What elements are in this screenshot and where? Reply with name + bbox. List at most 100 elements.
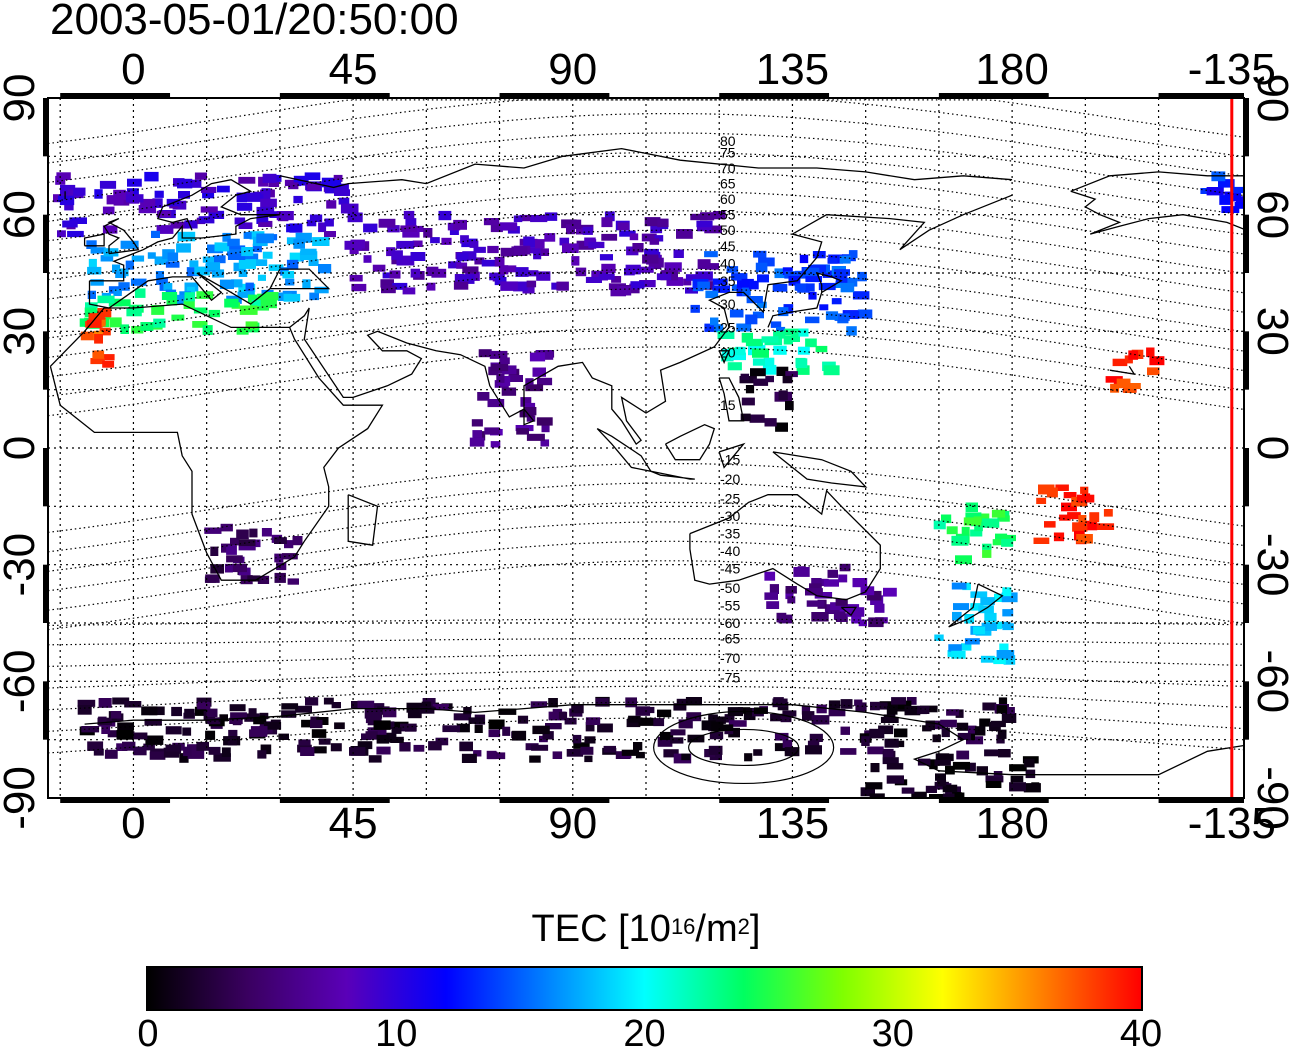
tec-cell <box>187 179 202 188</box>
tec-cell <box>207 717 221 725</box>
tec-cell <box>391 250 403 260</box>
coastline <box>64 191 66 200</box>
tec-cell <box>720 724 734 731</box>
tec-cell <box>257 575 270 584</box>
tec-cell <box>364 708 383 719</box>
tec-cell <box>764 418 777 427</box>
tec-cell <box>784 747 800 757</box>
tec-cell <box>491 364 509 372</box>
tec-cell <box>282 270 295 279</box>
tec-cell <box>713 211 726 220</box>
x-tick-bar <box>499 798 610 803</box>
tec-cell <box>990 720 1006 728</box>
tec-cell <box>104 749 118 759</box>
tec-cell <box>183 746 192 757</box>
tec-cell <box>118 282 130 291</box>
tec-region <box>933 502 1016 565</box>
colorbar-tick-label: 40 <box>1119 1013 1163 1055</box>
tec-cell <box>825 311 839 320</box>
tec-cell <box>515 425 534 432</box>
tec-cell <box>963 517 982 526</box>
tec-cell <box>544 212 558 221</box>
tec-cell <box>268 264 284 271</box>
x-tick-bar <box>60 798 171 803</box>
tec-cell <box>99 180 117 189</box>
x-axis-label-bottom: -135 <box>1188 799 1276 848</box>
tec-cell <box>584 755 593 763</box>
tec-cell <box>934 634 944 641</box>
tec-cell <box>144 171 159 182</box>
coastline <box>772 451 868 488</box>
tec-cell <box>226 555 243 563</box>
tec-cell <box>845 311 860 320</box>
tec-cell <box>98 698 112 708</box>
tec-cell <box>87 290 96 299</box>
tec-cell <box>87 741 104 751</box>
tec-cell <box>261 188 271 195</box>
colorbar <box>146 966 1143 1011</box>
tec-cell <box>318 264 332 274</box>
tec-cell <box>711 721 724 732</box>
tec-cell <box>94 334 103 344</box>
tec-cell <box>396 240 414 249</box>
tec-cell <box>633 742 643 751</box>
tec-cell <box>192 321 208 328</box>
tec-cell <box>161 292 178 300</box>
tec-cell <box>236 192 247 203</box>
tec-cell <box>144 718 162 726</box>
tec-cell <box>149 751 166 760</box>
tec-cell <box>208 309 221 318</box>
contour-label: -75 <box>720 669 740 685</box>
tec-cell <box>145 735 164 745</box>
tec-cell <box>1002 587 1012 597</box>
tec-cell <box>952 792 962 798</box>
tec-cell <box>313 746 327 754</box>
tec-cell <box>805 745 822 755</box>
tec-cell <box>1010 775 1024 783</box>
tec-cell <box>530 215 548 223</box>
x-tick-bar <box>279 798 390 803</box>
contour-label: 70 <box>720 160 736 176</box>
tec-cell <box>92 350 105 359</box>
tec-cell <box>982 549 992 558</box>
x-axis-label-bottom: 45 <box>329 799 378 848</box>
tec-cell <box>473 246 486 253</box>
tec-cell <box>131 255 145 262</box>
tec-cell <box>459 274 475 284</box>
mag-lat-contour <box>48 99 1244 145</box>
tec-cell <box>562 243 579 253</box>
tec-cell <box>293 238 305 249</box>
tec-cell <box>603 745 616 753</box>
tec-cell <box>566 224 576 235</box>
tec-cell <box>334 722 345 730</box>
tec-cell <box>230 712 247 720</box>
tec-cell <box>805 316 820 324</box>
tec-cell <box>306 182 321 191</box>
tec-cell <box>753 250 767 258</box>
tec-cell <box>981 622 997 631</box>
tec-cell <box>868 617 884 628</box>
tec-cell <box>1044 521 1056 528</box>
tec-cell <box>1280 248 1291 257</box>
tec-cell <box>997 729 1007 739</box>
tec-cell <box>62 220 78 228</box>
tec-cell <box>276 211 294 221</box>
contour-label: 80 <box>720 133 736 149</box>
tec-cell <box>572 219 582 230</box>
tec-cell <box>601 233 618 241</box>
tec-cell <box>685 287 698 294</box>
contour-label: -65 <box>720 631 740 647</box>
tec-cell <box>929 794 947 798</box>
mag-lat-contour <box>48 326 1244 397</box>
tec-cell <box>657 736 673 747</box>
tec-cell <box>749 414 765 423</box>
tec-cell <box>140 322 154 331</box>
tec-cell <box>585 717 601 725</box>
tec-cell <box>1110 383 1120 393</box>
tec-cell <box>517 715 529 724</box>
tec-cell <box>797 346 810 355</box>
tec-cell <box>238 222 253 229</box>
tec-cell <box>697 281 710 290</box>
contour-label: 55 <box>720 207 736 223</box>
